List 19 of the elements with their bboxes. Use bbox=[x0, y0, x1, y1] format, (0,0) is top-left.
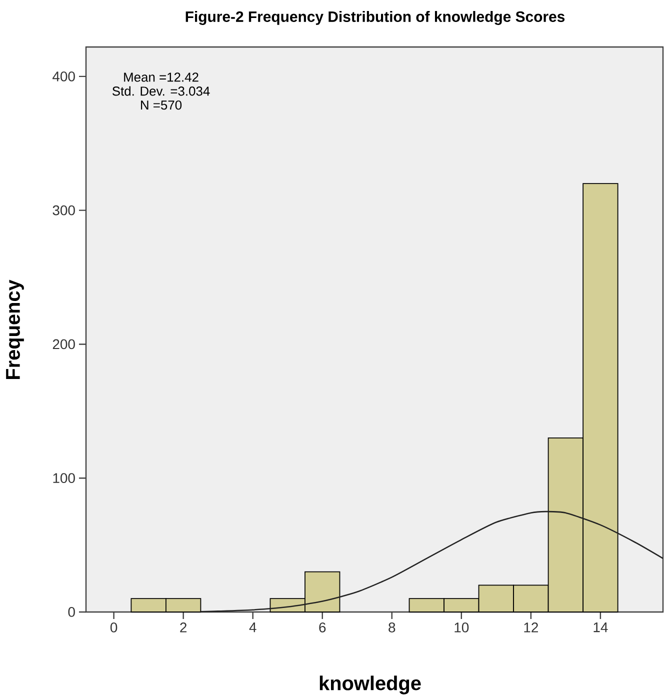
y-tick-label: 300 bbox=[52, 205, 75, 216]
x-tick-label: 2 bbox=[180, 622, 187, 632]
chart-title: Figure-2 Frequency Distribution of knowledge Scores bbox=[186, 11, 565, 25]
y-axis-title: Frequency bbox=[6, 280, 24, 380]
annotation: Mean =12.42 bbox=[124, 72, 198, 82]
y-tick-label: 100 bbox=[53, 473, 75, 484]
x-tick-label: 0 bbox=[110, 622, 118, 632]
y-tick-label: 200 bbox=[52, 339, 75, 350]
x-tick-label: 14 bbox=[594, 622, 608, 632]
annotation: N =570 bbox=[141, 100, 182, 110]
y-tick-label: 400 bbox=[52, 71, 75, 82]
x-tick-label: 10 bbox=[454, 622, 469, 632]
x-axis-title: knowledge bbox=[320, 676, 421, 694]
x-tick-label: 4 bbox=[249, 622, 256, 632]
x-tick-label: 6 bbox=[319, 622, 326, 632]
x-tick-label: 12 bbox=[524, 622, 538, 632]
y-tick-label: 0 bbox=[68, 607, 75, 617]
annotation: Std. Dev. =3.034 bbox=[112, 86, 210, 96]
x-tick-label: 8 bbox=[388, 622, 396, 632]
